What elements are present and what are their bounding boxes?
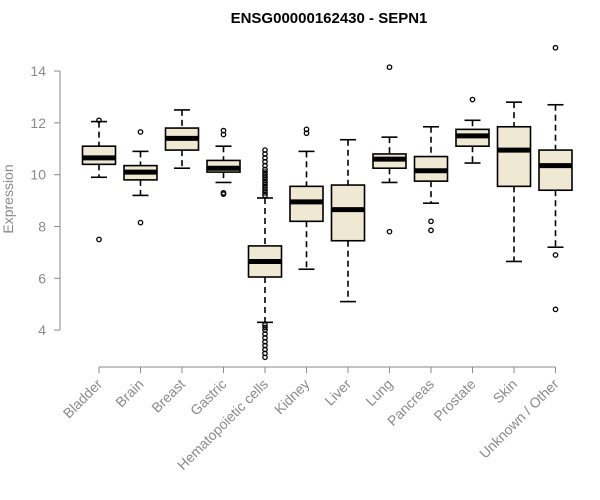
x-tick-label: Prostate — [430, 376, 478, 424]
box-lung — [372, 64, 407, 235]
outlier-point — [262, 322, 268, 328]
outlier-point — [386, 228, 393, 235]
box-skin — [496, 101, 532, 263]
outlier-point — [428, 227, 434, 234]
outlier-point — [262, 187, 268, 194]
outlier-point — [262, 171, 268, 178]
outlier-point — [428, 218, 434, 225]
box-hematopoietic-cells — [247, 147, 283, 361]
box-bladder — [81, 117, 117, 243]
x-tick-label: Brain — [112, 376, 146, 410]
outlier-point — [262, 184, 268, 191]
outlier-point — [220, 127, 227, 134]
iqr-box — [496, 125, 532, 188]
outlier-point — [303, 126, 310, 133]
iqr-box — [330, 184, 366, 242]
box-pancreas — [413, 125, 449, 234]
outlier-point — [96, 117, 102, 124]
box-liver — [330, 138, 366, 303]
outlier-point — [262, 182, 268, 188]
outlier-point — [137, 129, 144, 135]
x-tick-label: Breast — [148, 376, 188, 416]
y-tick-label: 10 — [30, 167, 46, 183]
box-kidney — [289, 126, 324, 271]
x-tick-label: Skin — [490, 376, 521, 407]
y-tick-label: 8 — [38, 218, 46, 234]
x-tick-label: Liver — [321, 376, 354, 409]
outlier-point — [386, 64, 393, 71]
chart-title: ENSG00000162430 - SEPN1 — [231, 10, 428, 27]
outlier-point — [262, 179, 268, 186]
box-brain — [123, 129, 158, 226]
outlier-point — [552, 44, 559, 51]
x-tick-label: Unknown / Other — [476, 376, 562, 462]
y-tick-label: 12 — [30, 115, 46, 131]
outlier-point — [262, 327, 268, 333]
outlier-point — [262, 324, 268, 331]
outlier-point — [552, 252, 559, 258]
y-axis-label: Expression — [0, 164, 16, 233]
outlier-point — [262, 177, 268, 183]
outlier-point — [262, 192, 268, 199]
outlier-point — [262, 169, 268, 175]
x-tick-label: Lung — [362, 376, 395, 409]
iqr-box — [538, 149, 573, 192]
iqr-box — [81, 145, 117, 166]
y-tick-label: 14 — [30, 63, 46, 79]
box-prostate — [455, 96, 490, 164]
x-tick-label: Kidney — [271, 376, 313, 418]
outlier-point — [262, 189, 268, 196]
x-tick-label: Bladder — [60, 376, 106, 422]
y-tick-label: 4 — [38, 322, 46, 338]
box-unknown-other — [538, 44, 573, 313]
y-tick-label: 6 — [38, 270, 46, 286]
outlier-point — [552, 306, 559, 313]
outlier-point — [96, 236, 102, 243]
outlier-point — [262, 147, 268, 153]
y-axis: 4 6 8 10 12 14 — [30, 63, 61, 338]
outlier-point — [469, 96, 476, 103]
box-gastric — [206, 127, 241, 197]
outlier-point — [262, 174, 268, 181]
outlier-point — [220, 189, 227, 196]
boxes-group — [81, 44, 573, 361]
box-breast — [164, 109, 200, 170]
outlier-point — [137, 219, 144, 226]
